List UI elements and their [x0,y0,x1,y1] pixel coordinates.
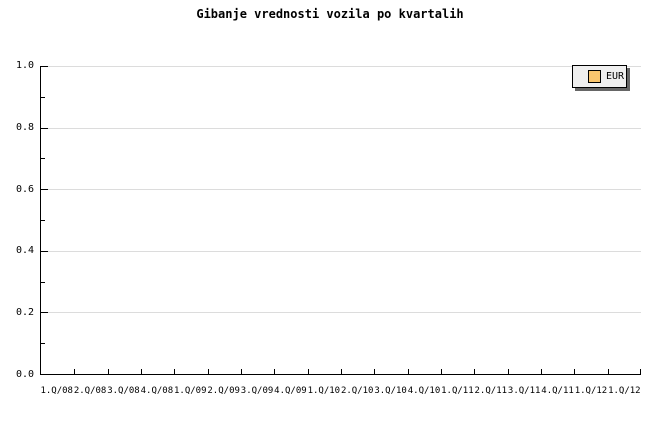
x-axis-label: 1.Q/11 [441,386,474,396]
x-axis-label: 1.Q/12 [574,386,608,396]
x-axis-label: 2.Q/10 [340,386,374,396]
legend-item-eur: EUR [606,70,625,82]
x-tick [240,369,242,374]
x-tick [174,369,176,374]
x-axis-label: 4.Q/09 [274,386,307,396]
x-tick [540,369,542,374]
x-tick [74,369,76,374]
y-minor-tick [41,343,45,345]
x-tick [441,369,442,374]
x-tick [207,369,209,374]
x-axis-label: 2.Q/11 [474,386,508,396]
x-axis-label: 3.Q/10 [374,386,407,396]
x-axis-label: 1.Q/10 [307,386,341,396]
y-major-tick [41,66,48,67]
x-axis-label: 3.Q/08 [107,386,140,396]
y-axis-label-0.2: 0.2 [15,307,34,318]
x-axis-label: 4.Q/11 [541,386,574,396]
plot-area [40,66,641,375]
gridline-0.4 [41,250,641,252]
x-axis-label: 3.Q/11 [507,386,541,396]
x-axis-label: 2.Q/08 [73,386,107,396]
x-tick [274,369,276,374]
x-tick [574,369,576,374]
x-axis-label: 3.Q/09 [240,386,274,396]
x-axis-label: 1.Q/09 [174,386,207,396]
x-axis-label: 4.Q/08 [140,386,174,396]
gridline-0.6 [41,189,641,191]
chart-title: Gibanje vrednosti vozila po kvartalih [196,7,464,21]
y-major-tick [41,189,48,191]
x-tick [107,369,109,374]
x-tick [474,369,476,374]
y-minor-tick [41,281,45,283]
x-tick [341,369,342,374]
gridline-1.0 [41,66,641,67]
y-major-tick [41,312,48,314]
x-tick [141,369,142,374]
x-axis-label: 1.Q/12 [608,386,641,396]
legend-box: EUR [572,65,627,88]
gridline-0.8 [41,127,641,129]
y-minor-tick [41,220,45,221]
y-axis-label-1.0: 1.0 [15,60,34,71]
x-axis-label: 4.Q/10 [407,386,441,396]
x-tick [507,369,509,374]
x-axis-label: 1.Q/08 [40,386,73,396]
y-axis-label-0.0: 0.0 [15,369,34,380]
y-axis-label-0.8: 0.8 [15,122,34,133]
x-tick [607,369,609,374]
y-major-tick [41,127,48,129]
eur-series-swatch-icon [588,70,601,83]
x-tick [407,369,409,374]
x-tick [307,369,309,374]
y-axis-label-0.6: 0.6 [15,184,34,195]
y-major-tick [41,250,48,252]
y-minor-tick [41,158,45,160]
x-tick [640,369,641,374]
x-axis-labels: 1.Q/08 2.Q/08 3.Q/08 4.Q/08 1.Q/09 2.Q/0… [40,386,641,398]
gridline-0.2 [41,312,641,314]
x-tick [374,369,376,374]
x-axis-label: 2.Q/09 [207,386,240,396]
y-minor-tick [41,96,45,98]
y-axis-label-0.4: 0.4 [15,245,34,256]
